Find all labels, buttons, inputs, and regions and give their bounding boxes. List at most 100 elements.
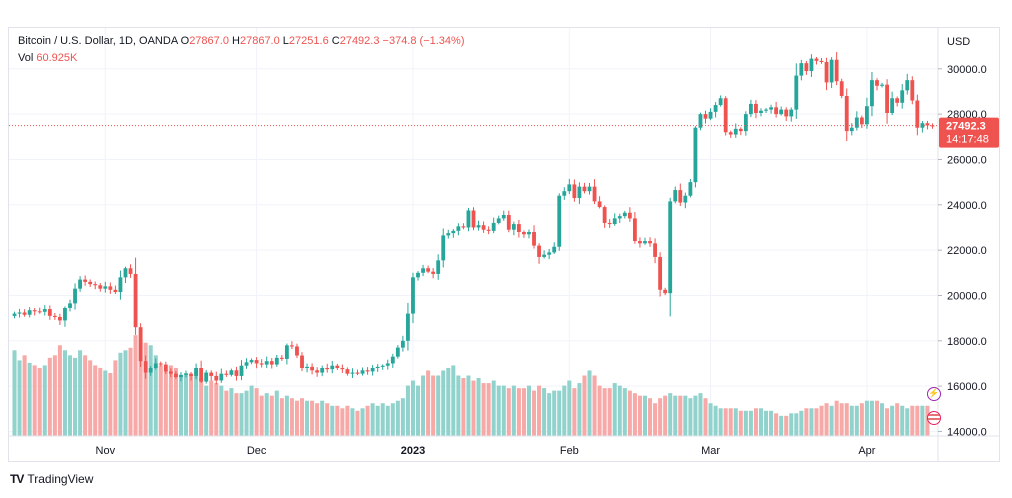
candle-body[interactable] bbox=[496, 218, 501, 223]
candle-body[interactable] bbox=[764, 109, 768, 111]
candle-body[interactable] bbox=[118, 277, 123, 293]
candle-body[interactable] bbox=[52, 315, 57, 317]
candle-body[interactable] bbox=[557, 195, 562, 247]
candle-body[interactable] bbox=[900, 90, 905, 103]
brand-name[interactable]: TradingView bbox=[27, 472, 94, 486]
candle-body[interactable] bbox=[461, 226, 466, 228]
candle-body[interactable] bbox=[305, 366, 309, 368]
candle-body[interactable] bbox=[153, 363, 158, 368]
candle-body[interactable] bbox=[98, 285, 103, 289]
candle-body[interactable] bbox=[416, 272, 420, 278]
candle-body[interactable] bbox=[708, 111, 713, 119]
candle-body[interactable] bbox=[617, 216, 622, 219]
candle-body[interactable] bbox=[511, 224, 516, 230]
candle-body[interactable] bbox=[189, 373, 193, 376]
candle-body[interactable] bbox=[506, 215, 511, 230]
candle-body[interactable] bbox=[663, 289, 668, 294]
candle-body[interactable] bbox=[259, 363, 264, 365]
candle-body[interactable] bbox=[88, 281, 93, 285]
candle-body[interactable] bbox=[128, 268, 133, 274]
candle-body[interactable] bbox=[436, 260, 441, 274]
candle-body[interactable] bbox=[839, 81, 844, 96]
candle-body[interactable] bbox=[743, 114, 748, 132]
candle-body[interactable] bbox=[476, 225, 481, 228]
candle-body[interactable] bbox=[239, 365, 244, 376]
candle-body[interactable] bbox=[738, 128, 743, 132]
candle-body[interactable] bbox=[844, 96, 849, 132]
candle-body[interactable] bbox=[501, 215, 506, 219]
candle-body[interactable] bbox=[219, 373, 224, 381]
candle-body[interactable] bbox=[330, 365, 335, 370]
candle-body[interactable] bbox=[426, 268, 431, 272]
candle-body[interactable] bbox=[688, 182, 693, 196]
candle-body[interactable] bbox=[279, 357, 284, 359]
candle-body[interactable] bbox=[355, 372, 360, 374]
candle-body[interactable] bbox=[411, 277, 415, 314]
candle-body[interactable] bbox=[572, 184, 577, 198]
candle-body[interactable] bbox=[199, 368, 204, 382]
candle-body[interactable] bbox=[819, 60, 824, 62]
candle-body[interactable] bbox=[390, 356, 395, 364]
candle-body[interactable] bbox=[542, 254, 547, 257]
candle-body[interactable] bbox=[910, 80, 915, 101]
candle-body[interactable] bbox=[466, 210, 471, 228]
candle-body[interactable] bbox=[320, 368, 325, 373]
candle-body[interactable] bbox=[754, 103, 758, 113]
candle-body[interactable] bbox=[728, 132, 733, 135]
candle-body[interactable] bbox=[723, 98, 728, 133]
candle-body[interactable] bbox=[622, 212, 627, 217]
candle-body[interactable] bbox=[335, 365, 340, 368]
candle-body[interactable] bbox=[441, 235, 446, 261]
candle-body[interactable] bbox=[481, 225, 486, 230]
candle-body[interactable] bbox=[340, 368, 345, 370]
volume-label[interactable]: Vol bbox=[18, 52, 34, 64]
candle-body[interactable] bbox=[693, 127, 698, 183]
candle-body[interactable] bbox=[814, 58, 819, 61]
candle-body[interactable] bbox=[643, 241, 647, 244]
candle-body[interactable] bbox=[184, 373, 188, 375]
candle-body[interactable] bbox=[547, 252, 552, 255]
candle-body[interactable] bbox=[905, 80, 910, 91]
candle-body[interactable] bbox=[552, 246, 557, 253]
candle-body[interactable] bbox=[133, 273, 138, 328]
candle-body[interactable] bbox=[920, 123, 925, 128]
candle-body[interactable] bbox=[627, 212, 632, 219]
candle-body[interactable] bbox=[890, 98, 895, 113]
candle-body[interactable] bbox=[148, 368, 153, 373]
tradingview-logo-icon[interactable]: TV bbox=[10, 472, 24, 486]
candle-body[interactable] bbox=[870, 80, 874, 107]
candle-body[interactable] bbox=[930, 125, 935, 127]
candle-body[interactable] bbox=[567, 184, 572, 192]
candle-body[interactable] bbox=[804, 63, 809, 72]
candle-body[interactable] bbox=[658, 256, 663, 290]
candle-body[interactable] bbox=[269, 361, 274, 365]
candle-body[interactable] bbox=[380, 365, 385, 367]
candle-body[interactable] bbox=[784, 109, 789, 117]
candle-body[interactable] bbox=[733, 128, 738, 135]
candle-body[interactable] bbox=[375, 366, 380, 368]
candle-body[interactable] bbox=[73, 288, 77, 304]
candle-body[interactable] bbox=[587, 186, 592, 192]
candle-body[interactable] bbox=[174, 373, 178, 378]
candle-body[interactable] bbox=[582, 186, 587, 192]
candlestick-chart[interactable]: 14000.0 16000.0 18000.0 20000.0 22000.0 24000… bbox=[9, 28, 999, 461]
candle-body[interactable] bbox=[370, 368, 375, 372]
candle-body[interactable] bbox=[678, 190, 683, 203]
candle-body[interactable] bbox=[345, 369, 350, 374]
candle-body[interactable] bbox=[360, 370, 365, 374]
candle-body[interactable] bbox=[264, 361, 269, 365]
candle-body[interactable] bbox=[592, 186, 597, 202]
candle-body[interactable] bbox=[880, 84, 884, 86]
candle-body[interactable] bbox=[668, 201, 673, 294]
candle-body[interactable] bbox=[648, 241, 652, 244]
candle-body[interactable] bbox=[849, 127, 854, 132]
candle-body[interactable] bbox=[143, 361, 148, 373]
candle-body[interactable] bbox=[895, 98, 900, 103]
candle-body[interactable] bbox=[769, 107, 773, 110]
candle-body[interactable] bbox=[859, 117, 864, 125]
candle-body[interactable] bbox=[179, 374, 183, 378]
candle-body[interactable] bbox=[244, 362, 249, 366]
candle-body[interactable] bbox=[653, 243, 657, 257]
candle-body[interactable] bbox=[12, 313, 17, 316]
candle-body[interactable] bbox=[456, 226, 461, 231]
